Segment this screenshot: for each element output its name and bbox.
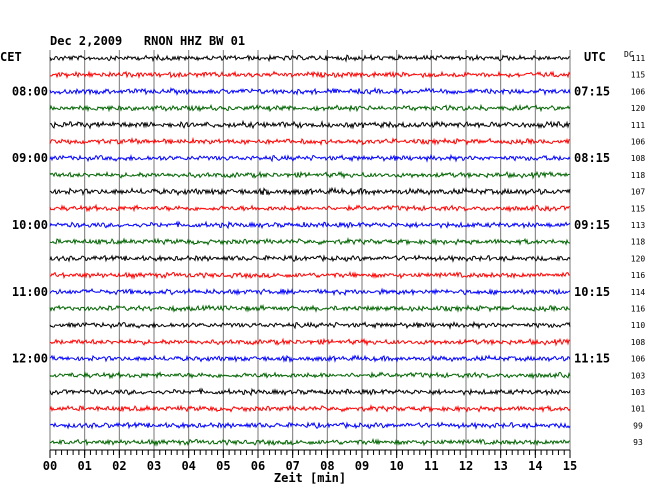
x-tick-label: 01	[77, 459, 91, 473]
seismic-trace	[49, 304, 571, 313]
seismic-trace	[49, 387, 571, 397]
x-tick-label: 06	[251, 459, 265, 473]
dc-value: 115	[631, 204, 646, 213]
dc-value: 93	[633, 438, 643, 447]
dc-value: 113	[631, 221, 646, 230]
cet-hour-label: 10:00	[12, 218, 48, 232]
x-tick-label: 10	[389, 459, 403, 473]
cet-hour-label: 12:00	[12, 352, 48, 366]
dc-value: 106	[631, 138, 646, 147]
grid-lines	[49, 50, 571, 450]
seismic-trace	[49, 237, 571, 247]
dc-value: 103	[631, 388, 646, 397]
x-tick-label: 11	[424, 459, 438, 473]
x-tick-label: 00	[43, 459, 57, 473]
seismic-trace	[49, 320, 571, 330]
utc-axis-label: UTC	[584, 50, 606, 64]
x-tick-label: 15	[563, 459, 577, 473]
labels: 1111151061201111061081181071151131181201…	[12, 54, 646, 473]
dc-value: 120	[631, 104, 646, 113]
x-tick-label: 03	[147, 459, 161, 473]
seismic-trace	[49, 437, 571, 447]
utc-hour-label: 11:15	[574, 352, 610, 366]
x-tick-label: 05	[216, 459, 230, 473]
dc-column-label: DC	[624, 50, 634, 59]
dc-value: 118	[631, 238, 646, 247]
utc-hour-label: 09:15	[574, 218, 610, 232]
seismic-trace	[49, 86, 571, 96]
seismic-trace	[49, 170, 571, 180]
seismic-trace	[49, 254, 571, 263]
chart-title: Dec 2,2009 RNON HHZ BW 01	[50, 34, 245, 48]
utc-hour-label: 07:15	[574, 84, 610, 98]
seismic-trace	[49, 203, 571, 213]
seismic-trace	[49, 370, 571, 380]
seismic-trace	[49, 53, 571, 63]
dc-value: 111	[631, 121, 646, 130]
x-tick-label: 08	[320, 459, 334, 473]
seismic-trace	[49, 220, 571, 230]
seismic-trace	[49, 119, 571, 130]
seismic-trace	[49, 404, 571, 414]
dc-value: 118	[631, 171, 646, 180]
dc-value: 101	[631, 405, 646, 414]
cet-hour-label: 11:00	[12, 285, 48, 299]
dc-value: 108	[631, 338, 646, 347]
utc-hour-label: 10:15	[574, 285, 610, 299]
seismic-trace	[49, 337, 571, 347]
dc-value: 110	[631, 321, 646, 330]
x-tick-label: 02	[112, 459, 126, 473]
seismic-trace	[49, 186, 571, 197]
dc-value: 115	[631, 71, 646, 80]
dc-value: 99	[633, 421, 643, 430]
x-tick-label: 09	[355, 459, 369, 473]
cet-hour-label: 08:00	[12, 84, 48, 98]
cet-hour-label: 09:00	[12, 151, 48, 165]
seismic-trace	[49, 287, 571, 297]
x-axis-label: Zeit [min]	[274, 471, 346, 485]
dc-value: 114	[631, 288, 646, 297]
seismic-trace	[49, 136, 571, 146]
dc-value: 107	[631, 188, 646, 197]
x-tick-label: 04	[181, 459, 195, 473]
seismic-trace	[49, 103, 571, 113]
cet-axis-label: CET	[0, 50, 22, 64]
seismic-trace	[49, 153, 571, 163]
x-tick-label: 12	[459, 459, 473, 473]
dc-value: 111	[631, 54, 646, 63]
dc-value: 120	[631, 254, 646, 263]
x-tick-label: 07	[285, 459, 299, 473]
dc-value: 106	[631, 87, 646, 96]
x-tick-label: 13	[493, 459, 507, 473]
dc-value: 103	[631, 371, 646, 380]
seismic-trace	[49, 270, 571, 280]
dc-value: 106	[631, 355, 646, 364]
seismic-trace	[49, 354, 571, 364]
seismic-trace	[49, 70, 571, 80]
utc-hour-label: 08:15	[574, 151, 610, 165]
dc-value: 116	[631, 271, 646, 280]
seismic-trace	[49, 421, 571, 430]
traces	[49, 53, 571, 447]
dc-value: 116	[631, 305, 646, 314]
x-tick-label: 14	[528, 459, 542, 473]
dc-value: 108	[631, 154, 646, 163]
